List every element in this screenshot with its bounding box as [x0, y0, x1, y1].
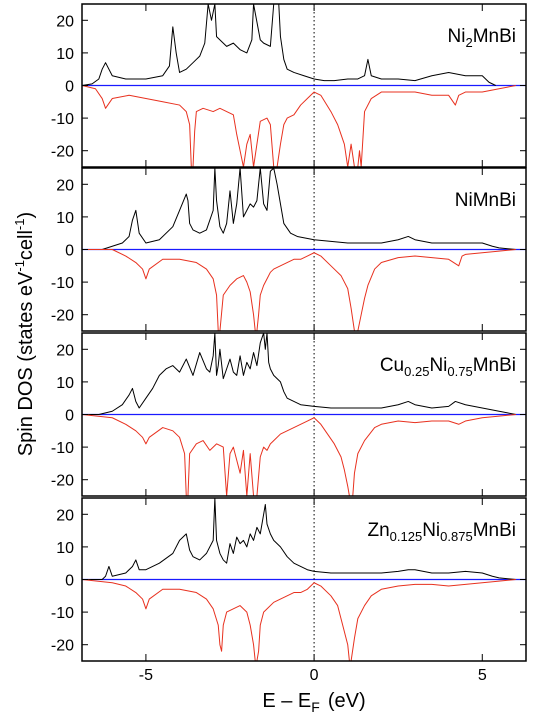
- dos-panel-2: 20 10 0 -10 -20 NiMnBi: [51, 167, 527, 332]
- y-tick-label: 20: [56, 342, 74, 359]
- panels-layer: 20 10 0 -10 -20 Ni2MnBi 20 10 0 -10 -20 NiMnBi 20 10 0…: [51, 3, 527, 662]
- x-tick-label: 5: [478, 667, 487, 684]
- spin-up-dos-line: [82, 4, 496, 86]
- y-tick-label: 0: [65, 408, 74, 425]
- y-tick-label: 0: [65, 79, 74, 96]
- y-tick-label: -10: [51, 275, 74, 292]
- y-tick-label: 10: [56, 540, 74, 557]
- y-tick-label: 20: [56, 177, 74, 194]
- spin-up-dos-line: [82, 168, 516, 250]
- dos-panel-3: 20 10 0 -10 -20 Cu0.25Ni0.75MnBi: [51, 332, 527, 497]
- x-tick-label: -5: [139, 667, 153, 684]
- dos-panel-1: 20 10 0 -10 -20 Ni2MnBi: [51, 3, 527, 168]
- y-tick-label: 10: [56, 46, 74, 63]
- y-tick-label: -10: [51, 605, 74, 622]
- panel-label: NiMnBi: [455, 190, 516, 211]
- panel-label: Zn0.125Ni0.875MnBi: [367, 520, 516, 544]
- y-tick-label: -20: [51, 638, 74, 655]
- y-tick-label: -20: [51, 473, 74, 490]
- y-tick-label: 0: [65, 243, 74, 260]
- x-tick-labels: -5 0 5: [139, 667, 487, 684]
- spin-up-dos-line: [82, 498, 516, 580]
- spin-down-dos-line: [82, 414, 516, 496]
- spin-down-dos-line: [82, 85, 517, 167]
- y-tick-label: 0: [65, 573, 74, 590]
- y-tick-label: 10: [56, 375, 74, 392]
- y-axis-title: Spin DOS (states eV-1cell-1): [12, 212, 37, 456]
- spin-up-dos-line: [82, 333, 517, 415]
- spin-down-dos-line: [82, 579, 516, 661]
- y-tick-label: -10: [51, 440, 74, 457]
- panel-label: Ni2MnBi: [448, 26, 516, 50]
- y-tick-label: 20: [56, 13, 74, 30]
- y-tick-label: -10: [51, 111, 74, 128]
- y-tick-label: 20: [56, 507, 74, 524]
- y-tick-label: -20: [51, 144, 74, 161]
- panel-label: Cu0.25Ni0.75MnBi: [380, 355, 516, 379]
- spin-down-dos-line: [82, 249, 516, 331]
- y-tick-label: -20: [51, 308, 74, 325]
- x-tick-label: 0: [310, 667, 319, 684]
- x-axis-title: E – EF (eV): [262, 690, 365, 715]
- dos-panel-4: 20 10 0 -10 -20 Zn0.125Ni0.875MnBi: [51, 497, 527, 662]
- y-tick-label: 10: [56, 210, 74, 227]
